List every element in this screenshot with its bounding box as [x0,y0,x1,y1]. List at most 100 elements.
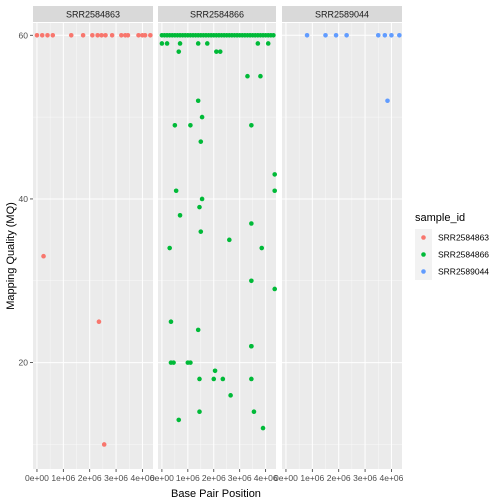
legend-title: sample_id [415,212,465,224]
data-point [271,32,276,38]
data-point [389,32,394,38]
data-point [39,32,45,38]
data-point [249,221,254,226]
data-point [304,32,310,38]
data-point [259,245,265,251]
data-point [136,32,141,38]
data-point [197,409,202,415]
x-tick-label: 2e+06 [202,473,226,483]
data-point [195,41,201,46]
x-tick-label: 0e+00 [274,473,298,483]
data-point [96,319,102,324]
facet-strip [33,6,153,22]
data-point [101,442,107,447]
data-point [272,188,278,194]
data-point [199,196,205,202]
data-point [245,73,250,79]
x-tick-label: 1e+06 [51,473,75,483]
data-point [211,376,217,382]
data-point [272,172,278,177]
data-point [258,73,263,79]
panel-background [282,23,402,469]
data-point [272,286,278,292]
facet-strip-label: SRR2589044 [315,10,369,20]
data-point [188,122,193,128]
x-tick-label: 1e+06 [300,473,324,483]
facet-strip [282,6,402,22]
data-point [172,122,178,128]
y-tick-label: 60 [19,30,29,40]
data-point [177,213,183,218]
legend-swatch [421,235,426,240]
data-point [197,376,202,382]
data-point [188,360,193,365]
data-point [195,327,201,333]
data-point [197,204,202,210]
data-point [198,229,204,234]
y-tick-label: 40 [19,194,29,204]
data-point [103,32,108,38]
data-point [265,41,271,46]
data-point [176,417,182,423]
data-point [249,376,254,382]
data-point [34,32,40,38]
data-point [227,237,232,243]
data-point [171,360,176,365]
data-point [68,32,74,38]
data-point [344,32,349,38]
facet-panel: SRR2584863 0e+00 1e+06 2e+06 3e+06 4e+06 [25,6,155,483]
data-point [50,32,56,38]
data-point [382,32,388,38]
data-point [228,393,233,398]
x-tick-label: 3e+06 [353,473,377,483]
data-point [249,122,254,128]
facet-strip [158,6,276,22]
x-tick-label: 3e+06 [228,473,252,483]
data-point [397,32,402,38]
legend-label: SRR2589044 [438,267,489,277]
data-point [333,32,339,38]
data-point [214,49,219,54]
facet-panel: SRR2589044 0e+00 1e+06 2e+06 3e+06 4e+06 [274,6,404,483]
x-tick-label: 1e+06 [176,473,200,483]
y-axis: 20 40 60 [19,30,33,368]
data-point [255,41,261,46]
data-point [260,425,266,431]
data-point [204,41,210,46]
legend-label: SRR2584863 [438,233,489,243]
data-point [164,41,170,46]
x-tick-label: 2e+06 [78,473,102,483]
data-point [249,343,254,349]
data-point [251,409,257,415]
data-point [176,49,182,54]
facet-panel: SRR2584866 0e+00 1e+06 2e+06 3e+06 4e+06 [150,6,278,483]
data-point [177,41,183,46]
data-point [159,41,165,46]
data-point [80,32,86,38]
data-point [385,98,390,104]
x-tick-label: 3e+06 [104,473,128,483]
facet-strip-label: SRR2584863 [66,10,120,20]
data-point [173,188,179,194]
legend-label: SRR2584866 [438,250,489,260]
x-axis-title: Base Pair Position [171,488,261,500]
x-tick-label: 0e+00 [25,473,49,483]
data-point [168,319,174,324]
data-point [199,114,205,120]
data-point [148,32,153,38]
data-point [217,49,223,54]
panel-background [33,23,153,469]
data-point [45,32,50,38]
data-point [95,32,100,38]
data-point [125,32,131,38]
y-tick-label: 20 [19,358,29,368]
data-point [167,245,172,251]
data-point [119,32,124,38]
data-point [90,32,95,38]
data-point [41,253,46,259]
legend-swatch [421,252,426,257]
panel-background [158,23,276,469]
y-axis-title: Mapping Quality (MQ) [5,202,17,310]
